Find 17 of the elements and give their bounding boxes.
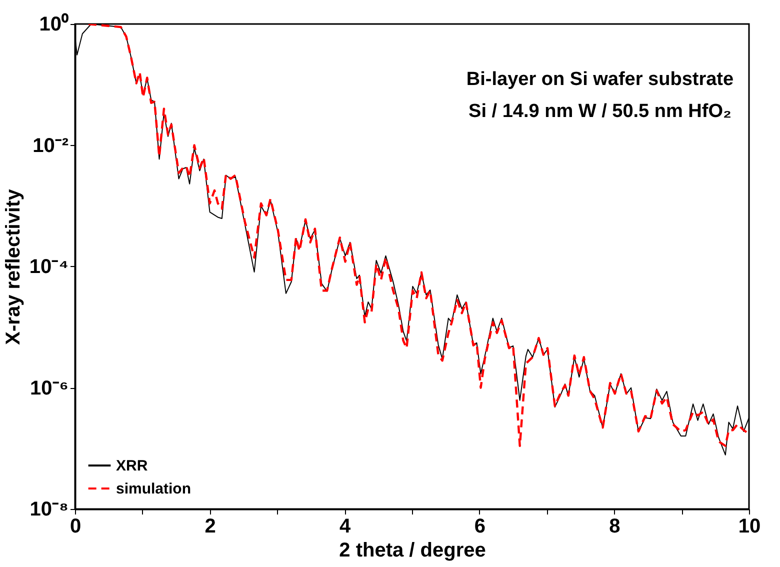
legend-label: simulation [116,480,192,498]
y-tick-label: 10⁻² [32,134,69,157]
y-tick-label: 10⁻⁶ [30,377,68,400]
y-tick-label: 10⁻⁴ [29,256,68,278]
annotation: Si / 14.9 nm W / 50.5 nm HfO₂ [468,101,732,122]
x-axis-title: 2 theta / degree [339,540,486,562]
y-tick-label: 10⁻⁸ [30,498,68,520]
x-tick-label: 6 [474,516,486,538]
x-tick-label: 10 [738,516,761,538]
y-axis-title: X-ray reflectivity [2,188,24,345]
x-tick-label: 0 [70,516,82,538]
y-tick-label: 10⁰ [39,12,68,36]
x-tick-label: 4 [340,516,352,538]
annotation: Bi-layer on Si wafer substrate [466,69,734,90]
x-tick-label: 2 [204,516,216,538]
x-tick-label: 8 [609,516,620,538]
legend-label: XRR [116,458,148,474]
